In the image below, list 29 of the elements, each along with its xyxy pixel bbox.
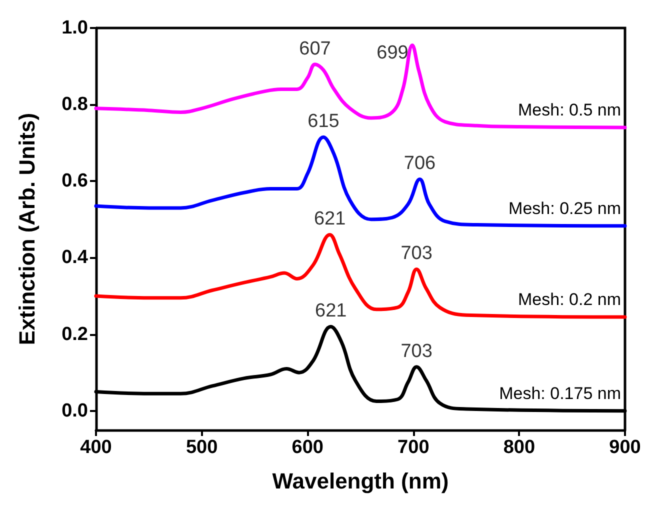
annotation: 615: [308, 111, 340, 132]
series-label: Mesh: 0.5 nm: [518, 100, 621, 120]
annotation: 607: [299, 38, 331, 60]
x-axis-title: Wavelength (nm): [272, 468, 449, 494]
y-tick-label: 0.8: [62, 94, 88, 116]
series-label: Mesh: 0.175 nm: [499, 384, 621, 403]
y-tick-label: 1.0: [62, 18, 88, 38]
line-series: [94, 135, 627, 228]
y-tick-label: 0.4: [62, 247, 88, 268]
x-tick-label: 600: [292, 437, 324, 458]
x-tick-label: 400: [80, 437, 112, 458]
series-label: Mesh: 0.25 nm: [508, 198, 621, 218]
annotation: 621: [314, 208, 346, 230]
y-tick-label: 0.0: [62, 400, 88, 422]
x-tick-label: 900: [609, 437, 641, 458]
x-tick-label: 800: [503, 437, 536, 458]
annotation: 706: [404, 153, 436, 174]
x-tick-label: 700: [398, 437, 430, 458]
y-tick-label: 0.6: [62, 170, 88, 192]
line-series: [94, 232, 627, 319]
series-label: Mesh: 0.2 nm: [518, 290, 621, 310]
annotation: 703: [400, 340, 432, 362]
y-tick-label: 0.2: [62, 324, 88, 345]
line-series: [94, 43, 627, 130]
annotation: 703: [400, 243, 432, 264]
y-axis-title: Extinction (Arb. Units): [14, 112, 40, 346]
annotation: 699: [376, 42, 408, 64]
annotation: 621: [315, 300, 347, 322]
x-tick-label: 500: [186, 437, 218, 458]
